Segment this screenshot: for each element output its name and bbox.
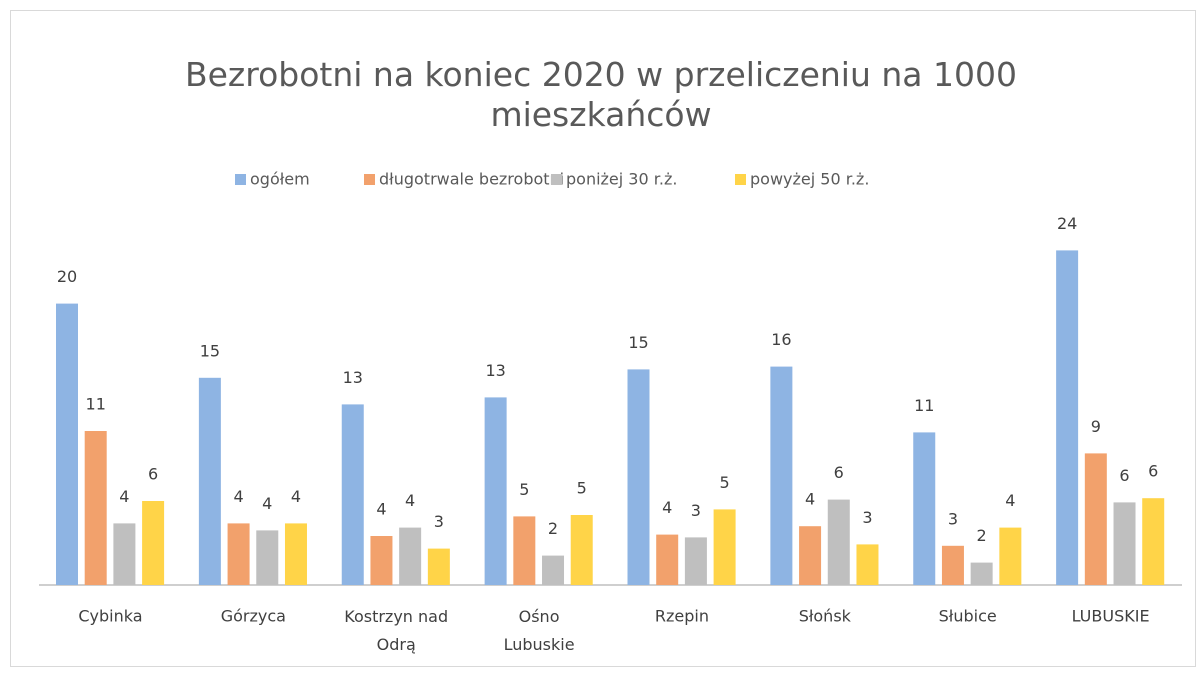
bar <box>84 431 107 585</box>
data-label: 4 <box>291 487 301 506</box>
legend-label: długotrwale bezrobotni <box>379 170 564 189</box>
bar <box>1113 502 1136 585</box>
bar <box>799 526 822 585</box>
bar <box>142 501 165 585</box>
bar <box>713 509 736 585</box>
data-label: 4 <box>405 491 415 510</box>
x-tick-label: Słońsk <box>799 607 852 626</box>
data-label: 4 <box>233 487 243 506</box>
legend-swatch <box>735 174 746 185</box>
x-tick-label: Rzepin <box>655 607 709 626</box>
bar <box>856 544 879 585</box>
data-label: 4 <box>376 500 386 519</box>
x-tick-label: LUBUSKIE <box>1072 607 1150 626</box>
legend-swatch <box>235 174 246 185</box>
data-label: 4 <box>1005 491 1015 510</box>
bar <box>484 397 507 585</box>
chart-title: Bezrobotni na koniec 2020 w przeliczeniu… <box>185 55 1017 134</box>
data-label: 24 <box>1057 214 1077 233</box>
data-label: 6 <box>148 465 158 484</box>
data-label: 20 <box>57 267 77 286</box>
bar <box>684 537 707 585</box>
bar <box>399 527 422 585</box>
data-label: 5 <box>577 479 587 498</box>
legend-label: powyżej 50 r.ż. <box>750 170 869 189</box>
data-label: 15 <box>200 341 220 360</box>
data-label: 4 <box>662 498 672 517</box>
data-label: 6 <box>834 463 844 482</box>
data-label: 4 <box>119 487 129 506</box>
bar <box>570 515 593 585</box>
x-tick-label: Górzyca <box>221 607 286 626</box>
bar <box>284 523 307 585</box>
data-label: 3 <box>434 512 444 531</box>
data-label: 2 <box>548 519 558 538</box>
bar <box>227 523 250 585</box>
bar <box>341 404 364 585</box>
bar <box>999 527 1022 585</box>
x-tick-label: Ośno Lubuskie <box>504 607 575 654</box>
legend-label: poniżej 30 r.ż. <box>566 170 677 189</box>
legend-swatch <box>364 174 375 185</box>
bar <box>1084 453 1107 585</box>
bar <box>627 369 650 585</box>
bar <box>370 536 393 585</box>
bar <box>56 303 78 585</box>
data-label: 13 <box>485 361 505 380</box>
data-label: 6 <box>1119 466 1129 485</box>
bar <box>941 545 964 585</box>
data-label: 5 <box>720 473 730 492</box>
bar <box>113 523 136 585</box>
bar <box>913 432 936 585</box>
data-label: 3 <box>948 509 958 528</box>
data-label: 5 <box>519 480 529 499</box>
legend-swatch <box>551 174 562 185</box>
data-label: 6 <box>1148 462 1158 481</box>
bar <box>1056 250 1079 585</box>
data-label: 13 <box>343 368 363 387</box>
data-label: 3 <box>862 508 872 527</box>
data-label: 9 <box>1091 417 1101 436</box>
x-tick-label: Kostrzyn nad Odrą <box>344 607 448 654</box>
bar <box>770 366 793 585</box>
data-label: 4 <box>262 494 272 513</box>
bar <box>970 562 993 585</box>
bar <box>1142 498 1165 585</box>
data-label: 15 <box>628 333 648 352</box>
bar <box>513 516 536 585</box>
bar <box>427 548 450 585</box>
data-label: 11 <box>914 396 934 415</box>
data-label: 16 <box>771 330 791 349</box>
legend-label: ogółem <box>250 170 310 189</box>
bar <box>542 555 565 585</box>
bar <box>256 530 279 585</box>
bar <box>827 499 850 585</box>
x-tick-label: Słubice <box>939 607 997 626</box>
data-label: 2 <box>977 526 987 545</box>
data-label: 3 <box>691 501 701 520</box>
bar <box>656 534 679 585</box>
data-label: 11 <box>86 395 106 414</box>
x-tick-label: Cybinka <box>78 607 142 626</box>
bar <box>198 377 221 585</box>
data-label: 4 <box>805 490 815 509</box>
